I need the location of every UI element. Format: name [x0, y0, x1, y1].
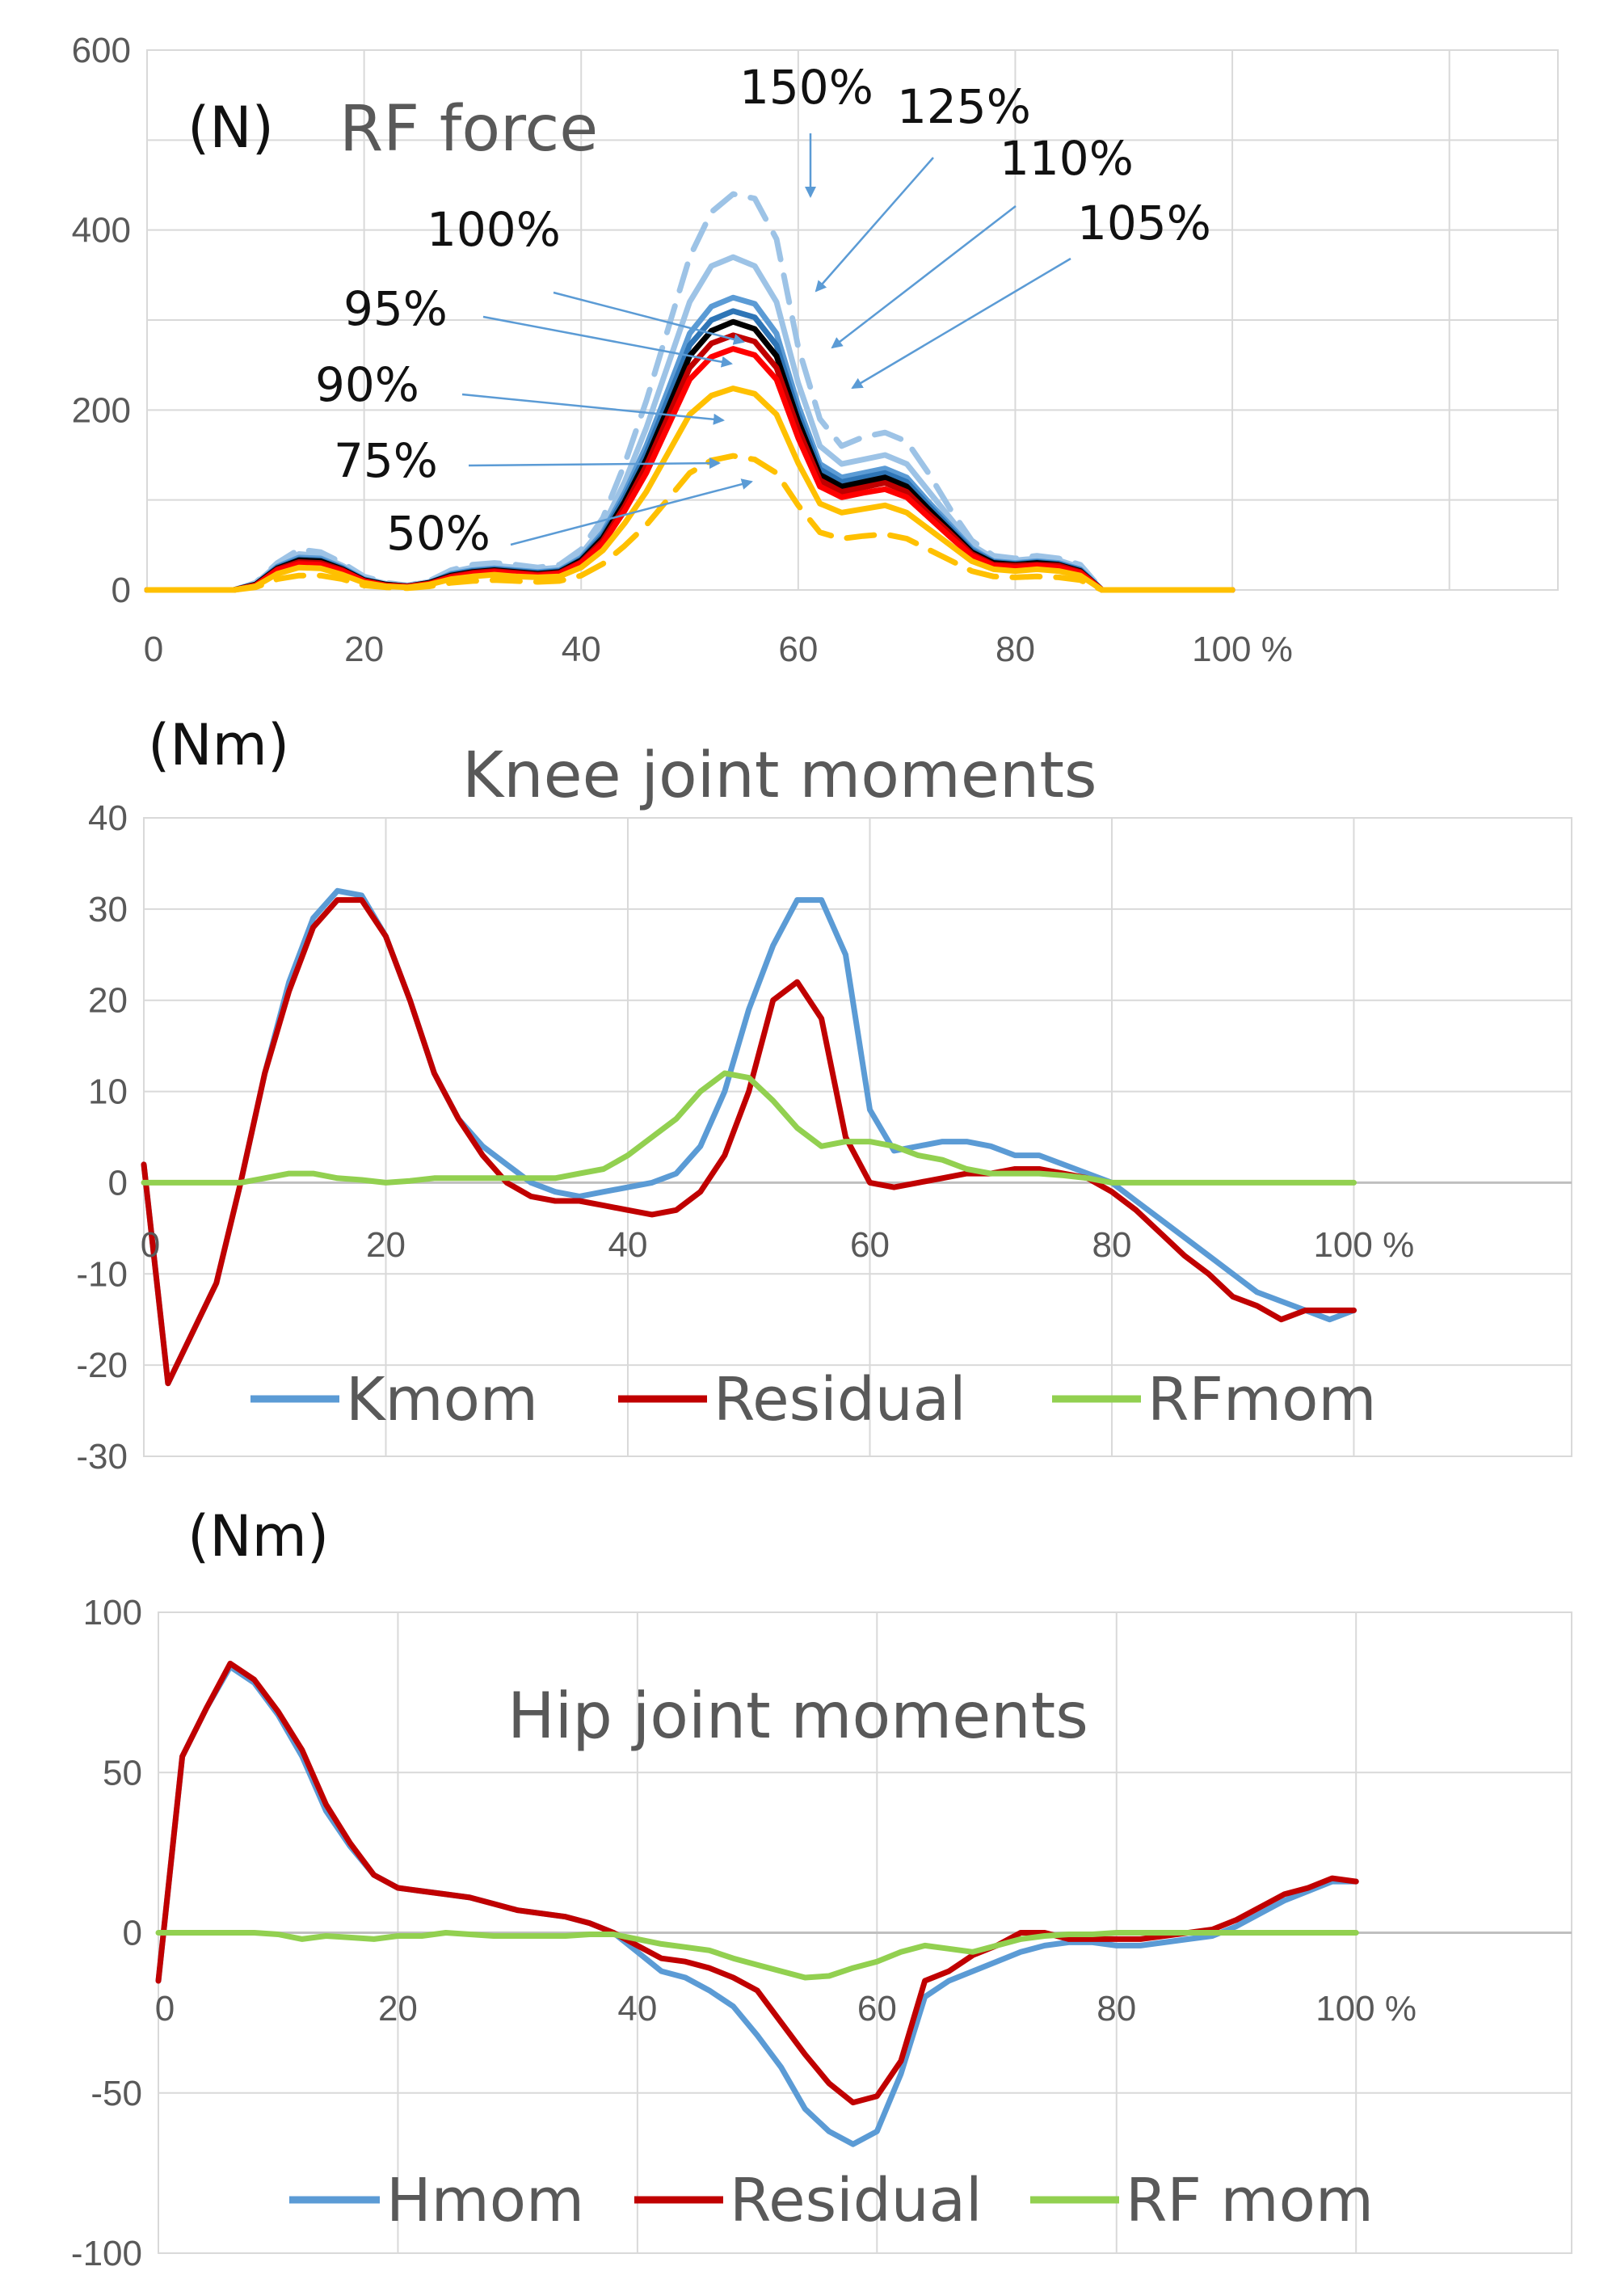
x-tick-label: 100 %	[1313, 1225, 1414, 1265]
annotation-50: 50%	[386, 506, 490, 561]
y-tick-label: 30	[88, 890, 128, 929]
hip-title: Hip joint moments	[507, 1680, 1088, 1753]
rf-force-unit: (N)	[187, 95, 274, 161]
arrow-90	[461, 393, 725, 425]
arrow-95	[482, 315, 733, 368]
annotation-150: 150%	[739, 60, 873, 115]
x-tick-label: 40	[608, 1225, 648, 1265]
y-tick-label: -20	[76, 1346, 128, 1385]
knee-title: Knee joint moments	[462, 739, 1097, 812]
legend-hmom-label: Hmom	[386, 2166, 584, 2235]
x-tick-label: 40	[617, 1989, 657, 2028]
hip-moments-chart: 100 50 0 -50 -100 0 20 40 60 80 100 % (Nm) Hip jo…	[71, 1503, 1572, 2273]
x-tick-label: 80	[996, 630, 1035, 669]
legend-residual-label: Residual	[713, 1365, 966, 1434]
x-tick-label: 0	[155, 1989, 175, 2028]
legend-rfmom-label: RF mom	[1126, 2166, 1374, 2235]
x-tick-label: 40	[562, 630, 601, 669]
series-line-kmom	[141, 887, 1357, 1387]
hip-legend: Hmom Residual RF mom	[289, 2166, 1374, 2235]
y-tick-label: 100	[83, 1593, 142, 1632]
x-tick-label: 60	[857, 1989, 897, 2028]
series-line-residual	[155, 1660, 1359, 2106]
rf-force-chart: 0 200 400 600 0 20 40 60 80 100 % (N) RF force 1…	[72, 31, 1559, 669]
y-tick-label: 0	[112, 571, 131, 610]
rf-force-annotations: 150% 125% 110% 105% 100% 95% 90% 75% 50%	[315, 60, 1211, 561]
arrow-105	[851, 257, 1071, 390]
x-tick-label: 20	[378, 1989, 418, 2028]
arrow-110	[831, 205, 1017, 349]
x-tick-label: 0	[141, 1225, 160, 1265]
y-tick-label: -10	[76, 1254, 128, 1294]
arrow-100	[553, 291, 745, 345]
arrow-75	[468, 457, 721, 470]
y-tick-label: 0	[108, 1163, 128, 1203]
hip-unit: (Nm)	[187, 1503, 329, 1569]
knee-unit: (Nm)	[148, 712, 289, 778]
legend-rfmom-label: RFmom	[1147, 1365, 1376, 1434]
x-tick-label: 60	[778, 630, 818, 669]
y-tick-label: 400	[72, 211, 131, 251]
rf-force-title: RF force	[339, 93, 598, 166]
annotation-95: 95%	[343, 281, 448, 336]
annotation-125: 125%	[897, 79, 1031, 134]
x-tick-label: 80	[1092, 1225, 1131, 1265]
arrow-125	[815, 157, 934, 293]
annotation-105: 105%	[1077, 196, 1211, 251]
y-tick-label: -50	[91, 2074, 142, 2113]
annotation-90: 90%	[315, 357, 419, 412]
series-line-50-	[144, 453, 1235, 593]
series-line-150-	[144, 191, 1235, 593]
series-line-125-	[144, 254, 1235, 593]
y-tick-label: 600	[72, 31, 131, 70]
annotation-110: 110%	[1000, 131, 1134, 186]
y-tick-label: 40	[88, 798, 128, 838]
x-tick-label: 20	[344, 630, 384, 669]
x-tick-label: 80	[1097, 1989, 1136, 2028]
legend-kmom-label: Kmom	[346, 1365, 538, 1434]
knee-moments-chart: 40 30 20 10 0 -10 -20 -30 0 20 40 60 80 100 % (Nm) K…	[76, 712, 1572, 1477]
plot-area	[143, 817, 1572, 1457]
arrow-50	[510, 478, 753, 546]
x-tick-label: 20	[366, 1225, 406, 1265]
series-line-residual	[141, 897, 1357, 1387]
x-tick-label: 0	[144, 630, 163, 669]
annotation-100: 100%	[427, 202, 561, 257]
y-tick-label: 50	[103, 1753, 142, 1793]
x-tick-label: 100 %	[1192, 630, 1293, 669]
x-tick-label: 100 %	[1315, 1989, 1416, 2028]
y-tick-label: -100	[71, 2234, 142, 2273]
y-tick-label: -30	[76, 1437, 128, 1477]
y-tick-label: 10	[88, 1072, 128, 1112]
legend-residual-label: Residual	[730, 2166, 983, 2235]
y-tick-label: 20	[88, 981, 128, 1021]
annotation-75: 75%	[334, 433, 438, 488]
knee-legend: Kmom Residual RFmom	[250, 1365, 1376, 1434]
y-tick-label: 200	[72, 390, 131, 430]
x-tick-label: 60	[850, 1225, 890, 1265]
series-line-rfmom	[141, 1070, 1357, 1186]
series-line-rf-mom	[155, 1930, 1359, 1981]
y-tick-label: 0	[123, 1914, 142, 1953]
